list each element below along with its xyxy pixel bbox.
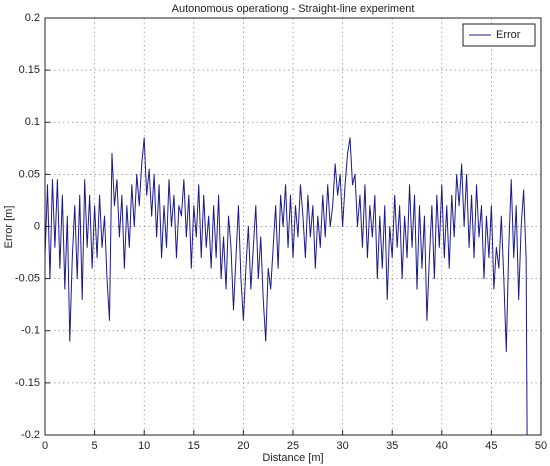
y-tick-label: -0.05 — [15, 273, 40, 285]
x-tick-label: 30 — [336, 440, 348, 452]
y-tick-label: 0.2 — [25, 12, 40, 24]
x-tick-label: 25 — [287, 440, 299, 452]
x-axis-label: Distance [m] — [262, 452, 323, 464]
y-tick-label: -0.1 — [21, 325, 40, 337]
axes-box — [44, 17, 542, 436]
legend: Error — [462, 23, 536, 47]
x-tick-label: 15 — [188, 440, 200, 452]
y-tick-label: -0.15 — [15, 377, 40, 389]
x-tick-label: 50 — [535, 440, 547, 452]
y-tick-label: 0.1 — [25, 116, 40, 128]
plot-layer: -0.2 -0.15 -0.1 -0.05 0 0.05 0.1 0.15 0.2 0 5 10 15 2… — [15, 12, 547, 452]
legend-box — [462, 23, 536, 47]
y-tick-label: 0.05 — [19, 168, 40, 180]
y-tick-label: 0.15 — [19, 64, 40, 76]
y-tick-label: 0 — [34, 220, 40, 232]
x-tick-label: 35 — [386, 440, 398, 452]
x-tick-label: 45 — [485, 440, 497, 452]
y-axis-label: Error [m] — [3, 206, 15, 249]
x-tick-label: 0 — [42, 440, 48, 452]
x-tick-label: 10 — [138, 440, 150, 452]
x-tick-label: 20 — [237, 440, 249, 452]
legend-label: Error — [496, 29, 521, 41]
y-tick-label: -0.2 — [21, 429, 40, 441]
x-tick-label: 5 — [92, 440, 98, 452]
x-tick-label: 40 — [436, 440, 448, 452]
data-line — [44, 137, 528, 436]
chart-title: Autonomous operationg - Straight-line ex… — [172, 3, 415, 15]
